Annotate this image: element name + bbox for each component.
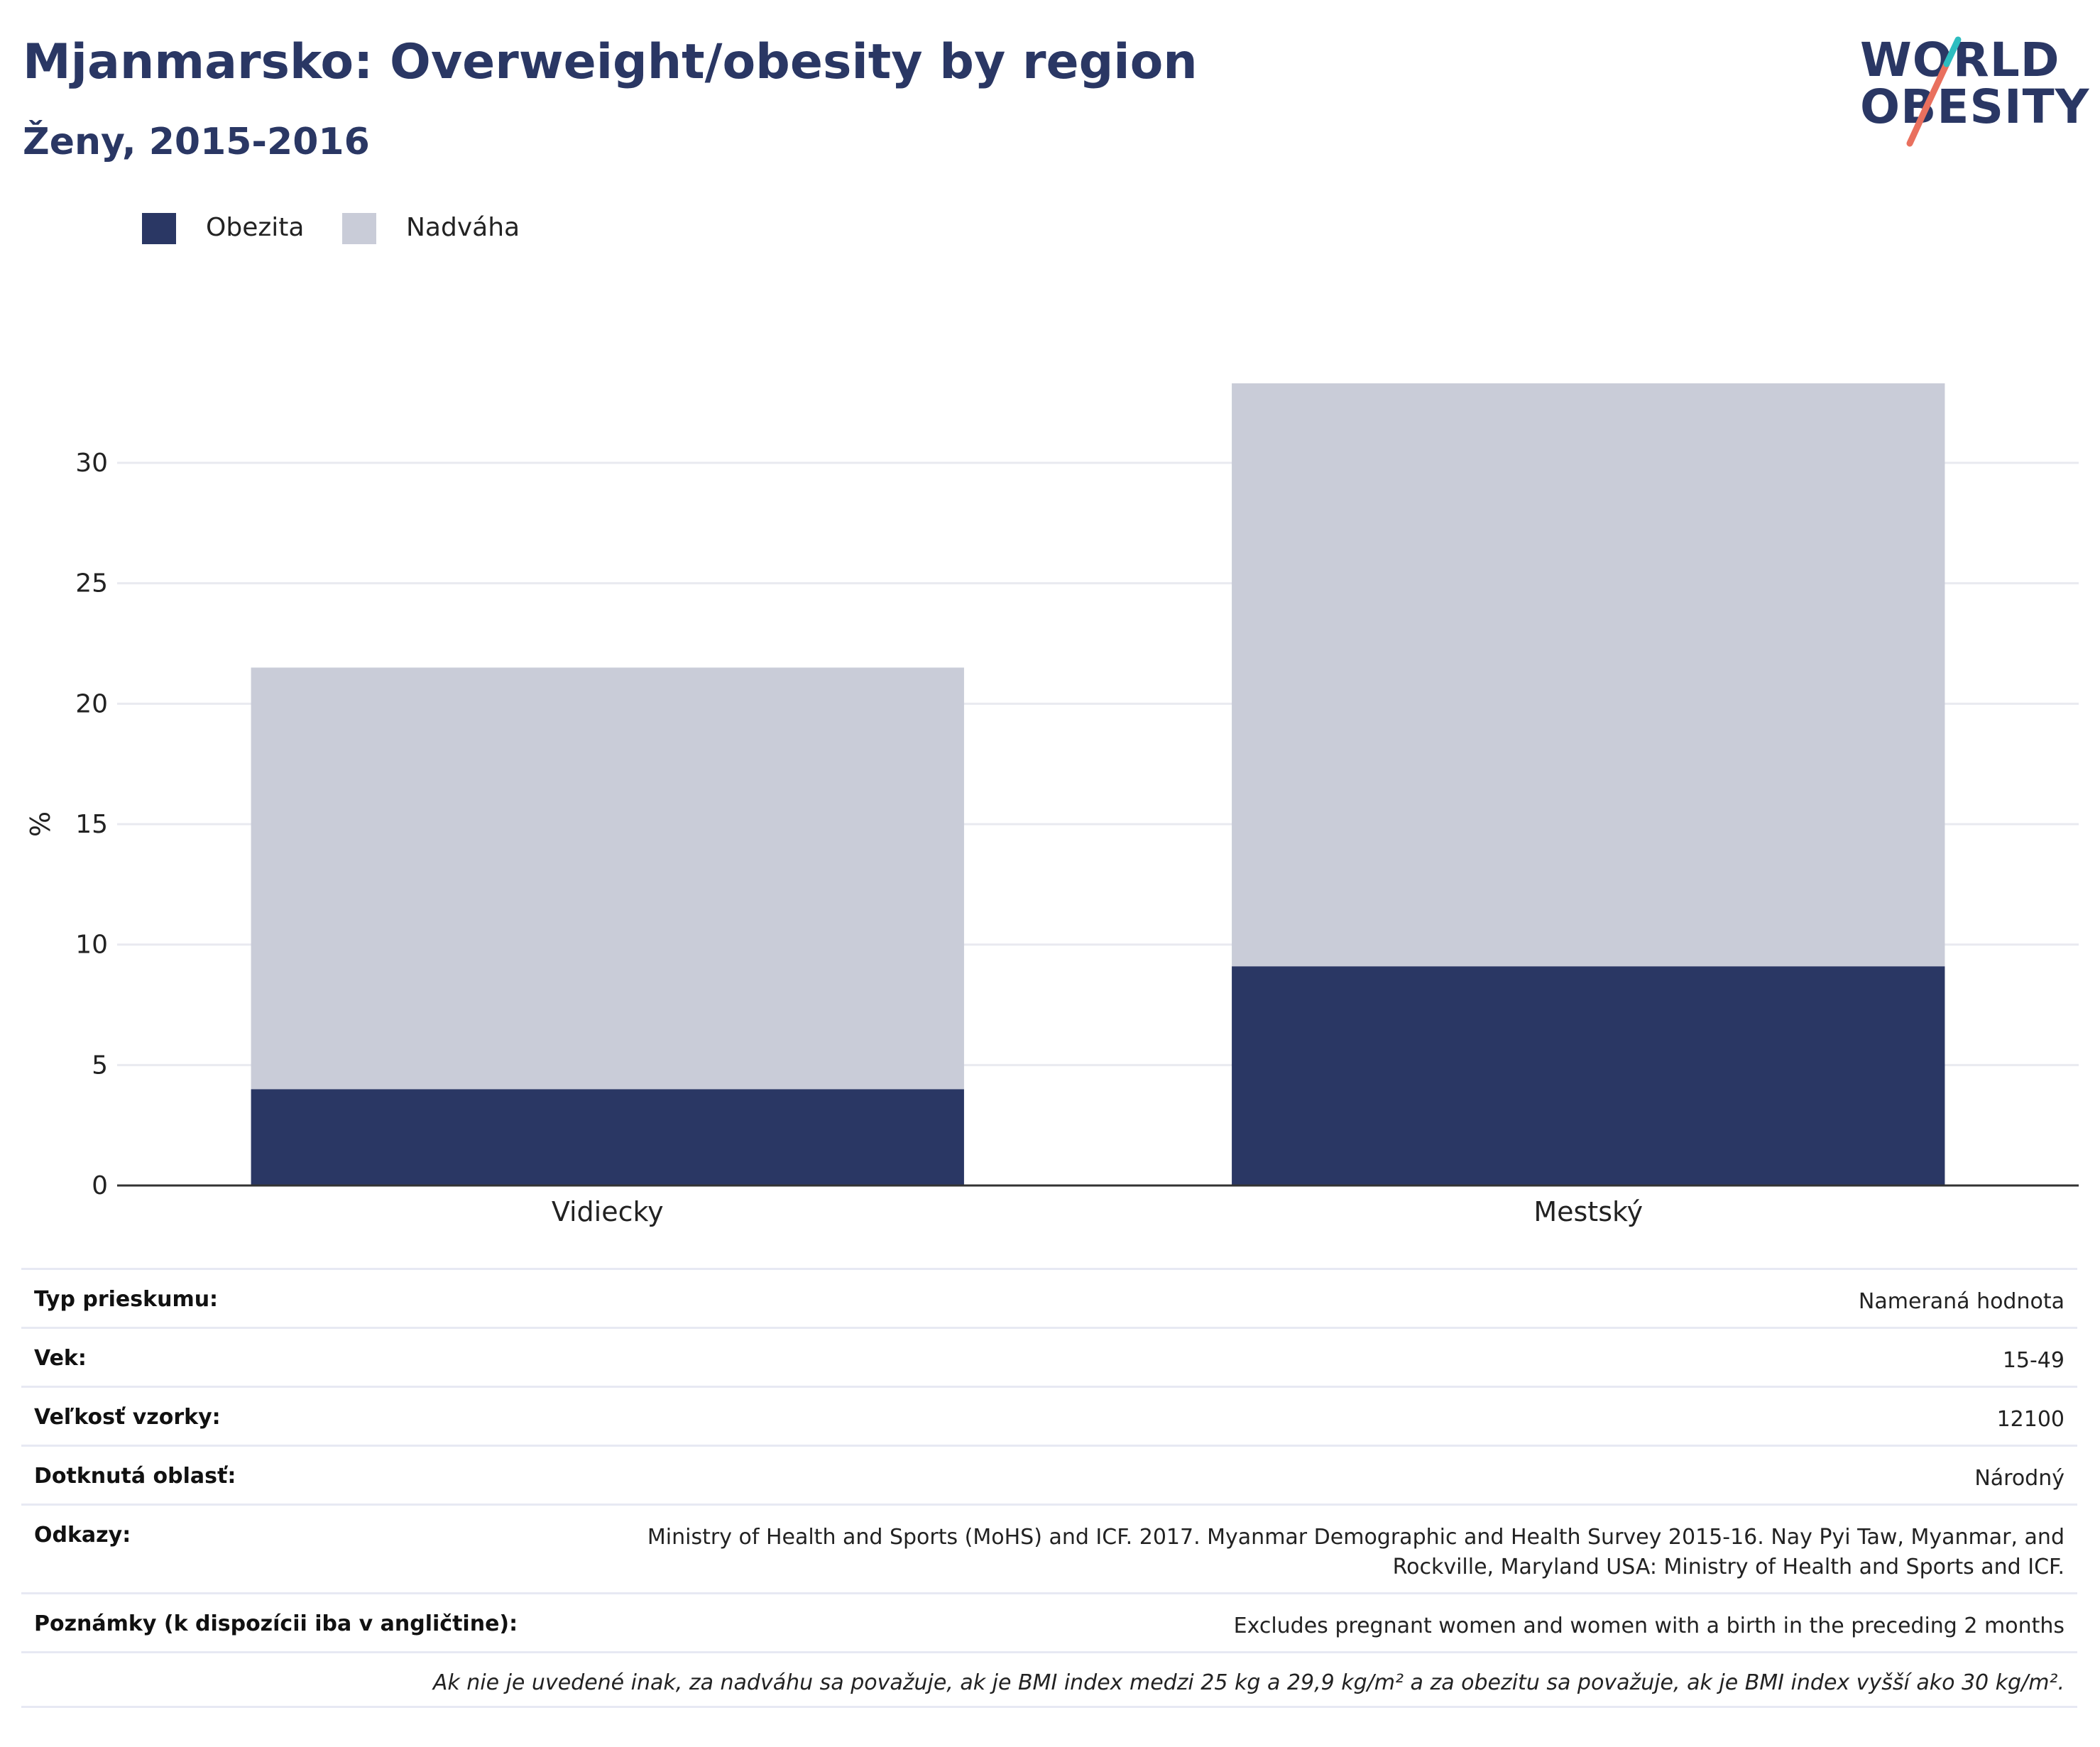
notes-value: Excludes pregnant women and women with a… — [1233, 1614, 2065, 1638]
area-covered-label: Dotknutá oblasť: — [34, 1464, 236, 1489]
survey-type-value: Nameraná hodnota — [1858, 1289, 2065, 1314]
legend-label-obesity: Obezita — [206, 213, 305, 242]
bar-overweight — [251, 667, 964, 1090]
y-tick-label: 10 — [75, 931, 108, 960]
table-row: Odkazy: Ministry of Health and Sports (M… — [21, 1504, 2077, 1592]
stacked-bar-chart: 0 5 10 15 20 25 30% Vidiecky Mestský — [25, 383, 2079, 1227]
age-value: 15-49 — [2002, 1348, 2065, 1373]
table-row: Vek: 15-49 — [21, 1327, 2077, 1386]
survey-info-table: Typ prieskumu: Nameraná hodnota Vek: 15-… — [21, 1268, 2077, 1708]
bar-overweight — [1232, 383, 1945, 967]
y-tick-label: 25 — [75, 569, 108, 598]
x-tick-label: Mestský — [1533, 1196, 1643, 1227]
y-axis-label: % — [25, 811, 56, 837]
table-row: Typ prieskumu: Nameraná hodnota — [21, 1268, 2077, 1327]
y-tick-label: 15 — [75, 810, 108, 839]
chart-subtitle: Ženy, 2015-2016 — [23, 121, 370, 163]
age-label: Vek: — [34, 1346, 87, 1371]
table-row: Dotknutá oblasť: Národný — [21, 1445, 2077, 1504]
y-tick-label: 0 — [92, 1171, 108, 1200]
references-line-2: Rockville, Maryland USA: Ministry of Hea… — [1392, 1555, 2065, 1579]
bar-obesity — [251, 1089, 964, 1185]
table-row: Poznámky (k dispozícii iba v angličtine)… — [21, 1592, 2077, 1651]
definition-footnote: Ak nie je uvedené inak, za nadváhu sa po… — [432, 1670, 2065, 1695]
table-bottom-divider — [21, 1706, 2077, 1708]
y-tick-label: 20 — [75, 689, 108, 718]
x-tick-label: Vidiecky — [552, 1196, 664, 1227]
area-covered-value: Národný — [1974, 1466, 2065, 1491]
references-line-1: Ministry of Health and Sports (MoHS) and… — [647, 1525, 2065, 1550]
legend-swatch-overweight — [342, 213, 376, 244]
world-obesity-logo: WORLD OBESITY — [1846, 28, 2089, 156]
notes-label: Poznámky (k dispozícii iba v angličtine)… — [34, 1611, 518, 1636]
references-label: Odkazy: — [34, 1523, 131, 1548]
bar-obesity — [1232, 966, 1945, 1185]
table-row: Veľkosť vzorky: 12100 — [21, 1386, 2077, 1445]
table-row: Ak nie je uvedené inak, za nadváhu sa po… — [21, 1651, 2077, 1708]
logo-word-obesity: OBESITY — [1860, 80, 2090, 134]
legend-label-overweight: Nadváha — [406, 213, 520, 242]
sample-size-label: Veľkosť vzorky: — [34, 1405, 221, 1430]
survey-type-label: Typ prieskumu: — [34, 1287, 219, 1312]
y-tick-label: 30 — [75, 449, 108, 478]
chart-title: Mjanmarsko: Overweight/obesity by region — [23, 34, 1198, 90]
y-tick-label: 5 — [92, 1051, 108, 1080]
logo-slash-icon — [1906, 36, 1962, 147]
sample-size-value: 12100 — [1996, 1407, 2065, 1432]
legend-swatch-obesity — [142, 213, 176, 244]
references-value: Ministry of Health and Sports (MoHS) and… — [647, 1523, 2065, 1582]
